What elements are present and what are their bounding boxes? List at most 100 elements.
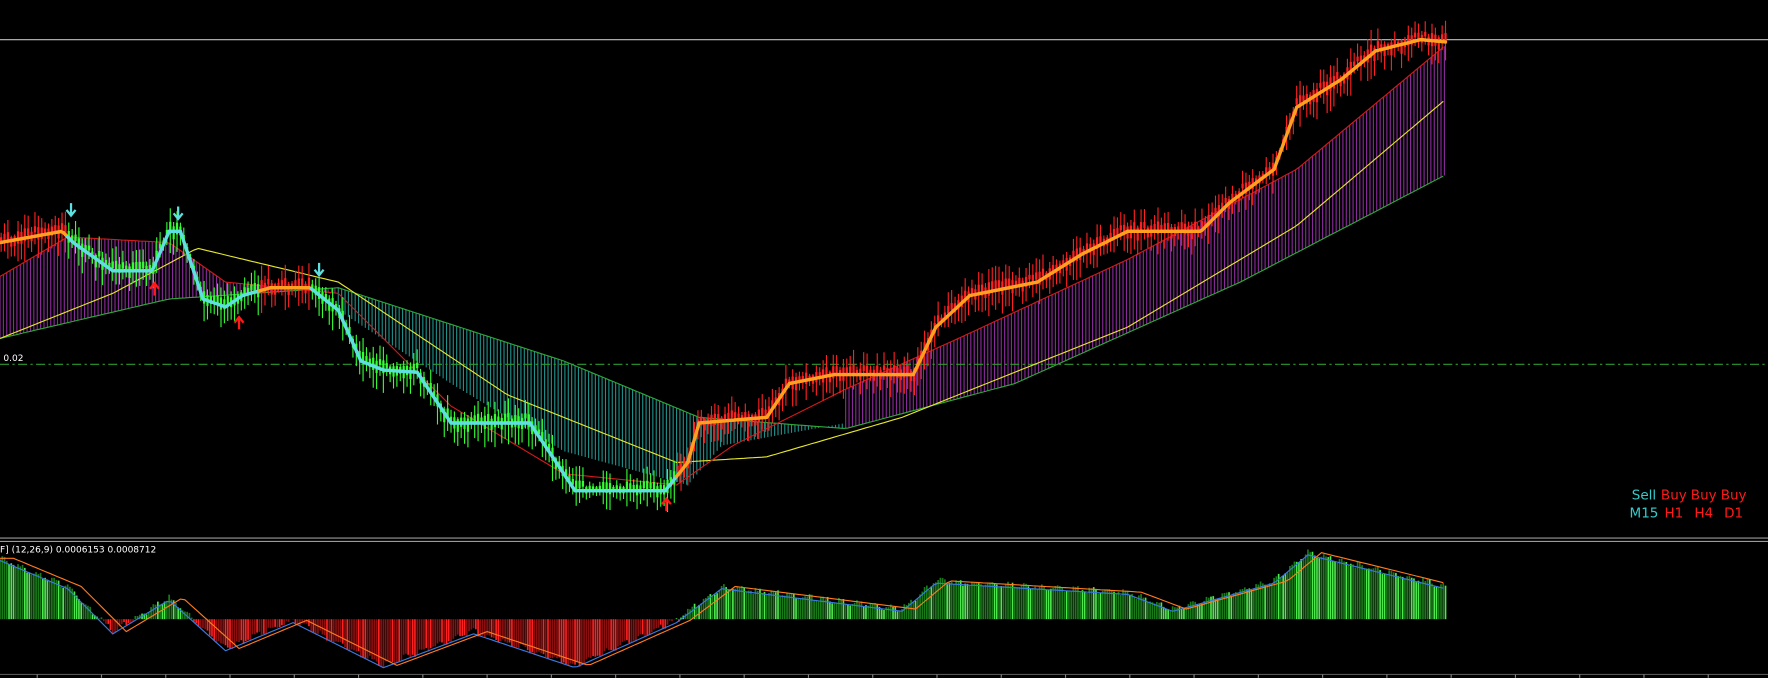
candle-body [1410,35,1413,45]
candle-body [1153,224,1156,231]
candle-body [602,482,605,491]
candle-body [1139,222,1143,234]
candle-body [784,378,788,389]
candle-body [33,226,37,233]
candle-body [1062,260,1065,268]
signal-label: Buy [1661,488,1687,504]
candle-body [213,295,216,304]
candle-body [23,228,26,242]
candle-body [507,412,510,425]
candle-body [40,227,43,239]
candle-body [886,367,889,377]
candle-body [385,363,388,369]
sell-arrow [65,203,77,218]
candle-body [365,356,368,363]
candle-body [294,280,297,288]
candle-body [1437,37,1440,50]
candle-body [977,284,980,295]
candle-body [947,305,950,314]
timeframe-label: M15 [1630,506,1659,522]
candle-body [1217,205,1221,217]
candle-body [287,283,290,296]
cloud [0,46,1445,485]
signal-line [0,552,1444,667]
candle-body [1424,31,1427,37]
candle-body [6,232,10,243]
candle-body [876,365,879,374]
candle-body [1177,226,1180,233]
candle-body [524,413,527,419]
candle-body [598,485,601,491]
candle-body [1156,221,1160,235]
candle-body [446,408,449,417]
candle-body [1373,47,1376,62]
candle-body [71,235,74,241]
candle-body [1417,32,1420,39]
candle-body [845,367,848,376]
candle-body [324,294,327,302]
candle-body [87,245,91,251]
candle-body [703,418,706,431]
level-label: 0.02 [3,354,23,364]
sell-arrow [313,262,325,278]
candle-body [307,277,311,291]
candle-body [608,483,612,495]
candle-body [734,412,737,419]
candle-body [605,482,608,494]
candle-body [216,295,219,303]
candle-body [1441,34,1444,41]
candle-body [547,443,551,452]
candle-body [487,414,490,425]
candle-body [964,290,967,303]
candle-body [1075,248,1078,262]
candle-body [991,281,994,291]
candle-body [1413,32,1417,38]
candle-body [893,365,896,372]
candle-body [571,478,574,485]
candle-body [1353,61,1356,67]
candle-body [625,481,629,491]
candle-body [1319,82,1322,88]
candle-body [148,264,152,272]
candle-body [470,417,473,423]
candle-body [280,280,284,287]
candle-body [301,278,304,288]
candle-body [1322,81,1325,91]
candle-body [1109,232,1112,241]
candle-body [757,409,760,422]
candle-body [581,480,585,487]
candle-body [84,245,87,253]
candle-body [1207,214,1210,227]
candle-body [700,416,703,426]
candle-body [720,417,723,430]
trend-line [0,37,1448,493]
candle-body [818,372,821,379]
candle-body [527,414,530,428]
timeframe-label: H1 [1664,506,1683,522]
candle-body [1035,272,1038,280]
candle-body [588,485,591,492]
candle-body [1180,222,1183,232]
candle-body [1008,278,1011,290]
candle-body [544,439,547,448]
candle-body [852,364,855,374]
candle-body [473,415,476,425]
candle-body [1407,35,1410,46]
candle-body [1244,182,1248,194]
candle-body [788,379,791,385]
candle-body [348,326,351,334]
candle-body [260,280,263,293]
candle-body [1200,221,1204,228]
candle-body [361,352,365,364]
candle-body [476,413,480,425]
candle-body [1123,224,1126,236]
candle-body [1393,39,1396,47]
candle-body [372,357,375,370]
buy-arrow [233,315,245,330]
candle-body [970,288,974,295]
candle-body [649,482,652,489]
